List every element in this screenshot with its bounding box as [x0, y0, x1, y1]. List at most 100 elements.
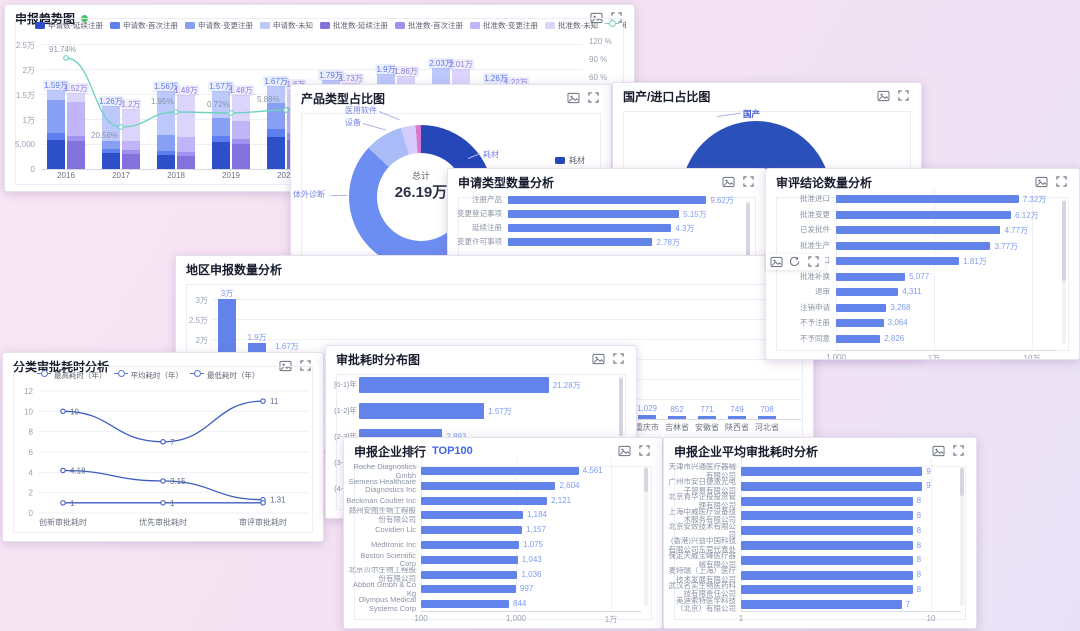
bar[interactable]: [758, 416, 776, 419]
legend-item[interactable]: 平均耗时（年）: [113, 370, 183, 381]
fullscreen-icon[interactable]: [588, 92, 601, 104]
export-image-icon[interactable]: [770, 256, 783, 268]
bar[interactable]: [638, 414, 656, 419]
bar[interactable]: [421, 541, 519, 549]
stacked-bar-segment[interactable]: [232, 95, 250, 121]
legend-item[interactable]: 申请数-延续注册: [35, 20, 103, 31]
bar[interactable]: [359, 377, 549, 393]
stacked-bar-segment[interactable]: [157, 135, 175, 152]
stacked-bar-segment[interactable]: [67, 135, 85, 141]
bar[interactable]: [741, 541, 913, 550]
stacked-bar-segment[interactable]: [212, 142, 230, 169]
bar[interactable]: [508, 238, 653, 246]
stacked-bar-segment[interactable]: [102, 149, 120, 154]
bar[interactable]: [836, 257, 960, 265]
stacked-bar-segment[interactable]: [122, 140, 140, 150]
stacked-bar-segment[interactable]: [47, 89, 65, 100]
bar[interactable]: [508, 210, 680, 218]
fullscreen-icon[interactable]: [953, 445, 966, 457]
stacked-bar-segment[interactable]: [102, 141, 120, 150]
fullscreen-icon[interactable]: [898, 90, 911, 102]
bar[interactable]: [836, 272, 906, 281]
fullscreen-icon[interactable]: [808, 256, 821, 268]
bar[interactable]: [421, 526, 523, 535]
bar[interactable]: [741, 526, 913, 536]
stacked-bar-segment[interactable]: [157, 151, 175, 155]
legend-item[interactable]: 最高耗时（年）: [37, 370, 107, 381]
bar[interactable]: [836, 288, 899, 296]
stacked-bar-segment[interactable]: [177, 151, 195, 156]
refresh-icon[interactable]: [789, 256, 802, 268]
bar[interactable]: [836, 226, 1001, 234]
legend-item[interactable]: 申请数-首次注册: [110, 20, 178, 31]
fullscreen-icon[interactable]: [300, 360, 313, 372]
bar[interactable]: [836, 241, 991, 250]
legend-item[interactable]: 批准数-延续注册: [320, 20, 388, 31]
stacked-bar-segment[interactable]: [212, 136, 230, 143]
bar[interactable]: [728, 416, 746, 419]
legend-item[interactable]: 批准数-未知: [545, 20, 598, 31]
bar[interactable]: [359, 403, 485, 419]
stacked-bar-segment[interactable]: [177, 137, 195, 152]
bar[interactable]: [421, 555, 518, 564]
stacked-bar-segment[interactable]: [232, 138, 250, 144]
scrollbar-thumb[interactable]: [1062, 201, 1066, 281]
stacked-bar-segment[interactable]: [157, 154, 175, 169]
stacked-bar-segment[interactable]: [47, 139, 65, 169]
bar[interactable]: [421, 585, 516, 594]
bar[interactable]: [421, 496, 548, 505]
bar[interactable]: [741, 600, 902, 610]
scrollbar-thumb[interactable]: [619, 378, 623, 436]
bar[interactable]: [421, 600, 509, 609]
legend-item[interactable]: 批准数-变更注册: [470, 20, 538, 31]
bar[interactable]: [741, 496, 913, 506]
scrollbar-thumb[interactable]: [960, 468, 964, 496]
stacked-bar-segment[interactable]: [122, 154, 140, 169]
bar[interactable]: [508, 196, 707, 204]
legend-item-line[interactable]: 申请数同比增长率: [605, 20, 626, 31]
stacked-bar-segment[interactable]: [122, 149, 140, 154]
stacked-bar-segment[interactable]: [267, 128, 285, 138]
legend-item[interactable]: 申请数-变更注册: [185, 20, 253, 31]
stacked-bar-segment[interactable]: [177, 95, 195, 138]
bar[interactable]: [741, 555, 913, 565]
bar[interactable]: [836, 195, 1019, 203]
bar[interactable]: [741, 570, 913, 580]
export-image-icon[interactable]: [592, 353, 605, 365]
fullscreen-icon[interactable]: [611, 12, 624, 24]
stacked-bar-segment[interactable]: [232, 143, 250, 169]
fullscreen-icon[interactable]: [1056, 176, 1069, 188]
stacked-bar-segment[interactable]: [47, 133, 65, 140]
stacked-bar-segment[interactable]: [177, 155, 195, 169]
stacked-bar-segment[interactable]: [267, 103, 285, 129]
export-image-icon[interactable]: [1035, 176, 1048, 188]
bar[interactable]: [741, 511, 913, 521]
export-image-icon[interactable]: [877, 90, 890, 102]
bar[interactable]: [421, 570, 518, 579]
bar[interactable]: [741, 585, 913, 595]
bar[interactable]: [508, 224, 672, 232]
bar[interactable]: [836, 303, 887, 312]
stacked-bar-segment[interactable]: [67, 140, 85, 169]
bar[interactable]: [421, 467, 579, 475]
export-image-icon[interactable]: [722, 176, 735, 188]
scrollbar-thumb[interactable]: [644, 468, 648, 492]
stacked-bar-segment[interactable]: [232, 120, 250, 139]
stacked-bar-segment[interactable]: [67, 102, 85, 136]
bar[interactable]: [421, 511, 523, 520]
scrollbar-thumb[interactable]: [746, 203, 750, 261]
export-image-icon[interactable]: [567, 92, 580, 104]
bar[interactable]: [836, 319, 884, 327]
stacked-bar-segment[interactable]: [267, 137, 285, 169]
fullscreen-icon[interactable]: [639, 445, 652, 457]
bar[interactable]: [668, 415, 686, 419]
stacked-bar-segment[interactable]: [122, 109, 140, 141]
export-image-icon[interactable]: [932, 445, 945, 457]
stacked-bar-segment[interactable]: [102, 153, 120, 169]
bar[interactable]: [421, 481, 556, 490]
stacked-bar-segment[interactable]: [212, 117, 230, 137]
legend-item[interactable]: 申请数-未知: [260, 20, 313, 31]
bar[interactable]: [741, 481, 923, 491]
legend-item[interactable]: 最低耗时（年）: [190, 370, 260, 381]
legend-item[interactable]: 批准数-首次注册: [395, 20, 463, 31]
